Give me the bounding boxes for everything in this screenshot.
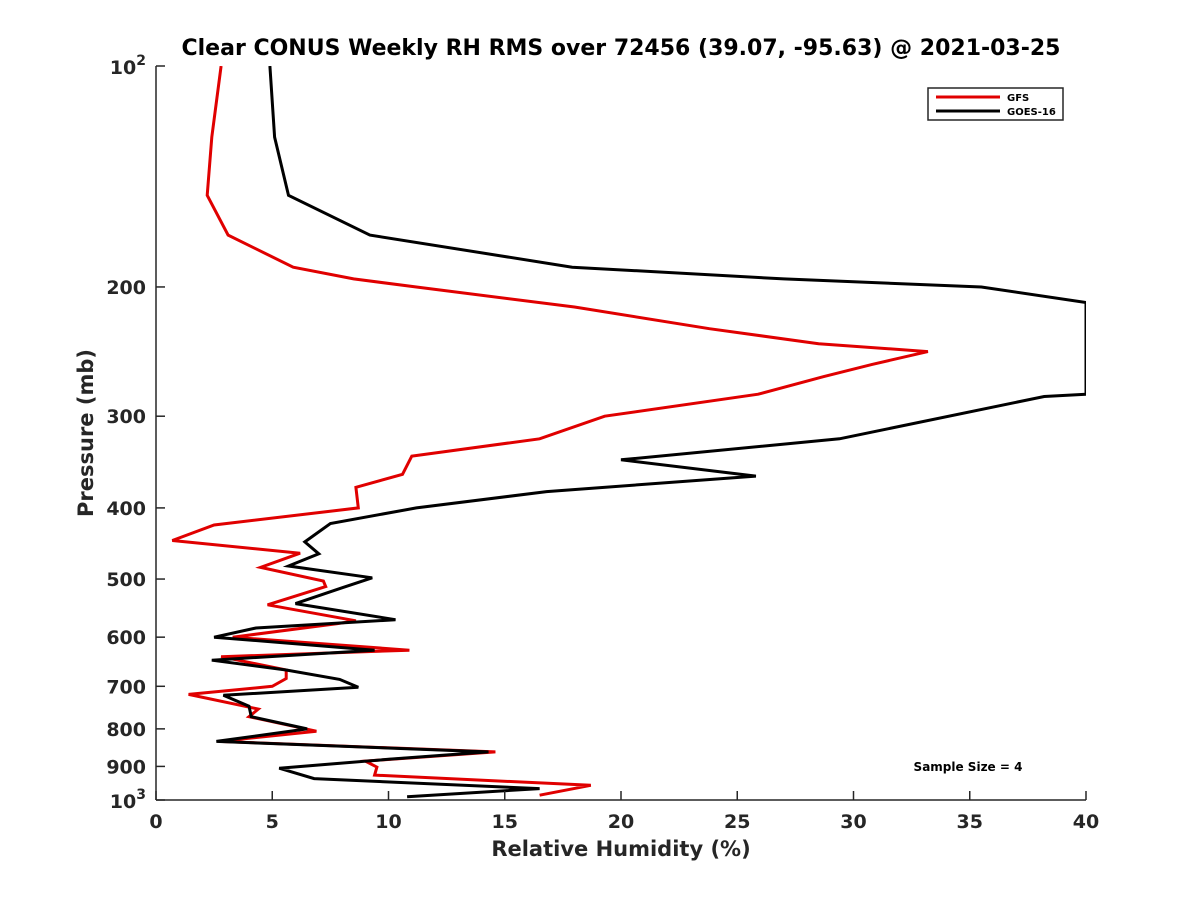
x-tick-label: 30 [840, 811, 866, 833]
y-tick-label: 300 [106, 406, 146, 428]
legend-label-goes-16: GOES-16 [1007, 107, 1056, 118]
y-tick-label: 700 [106, 676, 146, 698]
x-axis-label: Relative Humidity (%) [491, 837, 750, 861]
plot-area [171, 66, 1086, 799]
x-tick-label: 10 [375, 811, 401, 833]
y-tick-label: 200 [106, 277, 146, 299]
y-axis-label: Pressure (mb) [74, 349, 98, 517]
sample-size-annotation: Sample Size = 4 [914, 760, 1023, 774]
legend: GFS GOES-16 [927, 87, 1064, 121]
x-tick-label: 40 [1073, 811, 1099, 833]
x-tick-label: 20 [608, 811, 634, 833]
y-tick-label: 500 [106, 569, 146, 591]
x-tick-label: 5 [266, 811, 279, 833]
legend-label-gfs: GFS [1007, 93, 1029, 104]
y-tick-label: 900 [106, 756, 146, 778]
x-tick-label: 35 [957, 811, 983, 833]
x-tick-label: 25 [724, 811, 750, 833]
y-tick-label-power: 102 [110, 53, 146, 79]
y-tick-label: 800 [106, 719, 146, 741]
y-tick-label-power: 103 [110, 787, 146, 813]
y-tick-label: 400 [106, 498, 146, 520]
x-tick-label: 15 [492, 811, 518, 833]
legend-box [927, 87, 1064, 121]
y-tick-label: 600 [106, 627, 146, 649]
series-lines [171, 66, 1086, 799]
x-tick-label: 0 [149, 811, 162, 833]
y-axis: 200 300 400 500 600 700 800 900 102 103 [106, 53, 165, 813]
x-axis: 0 5 10 15 20 25 30 35 40 [149, 791, 1099, 833]
series-line-goes-16 [211, 66, 1086, 799]
chart-title: Clear CONUS Weekly RH RMS over 72456 (39… [182, 36, 1061, 61]
